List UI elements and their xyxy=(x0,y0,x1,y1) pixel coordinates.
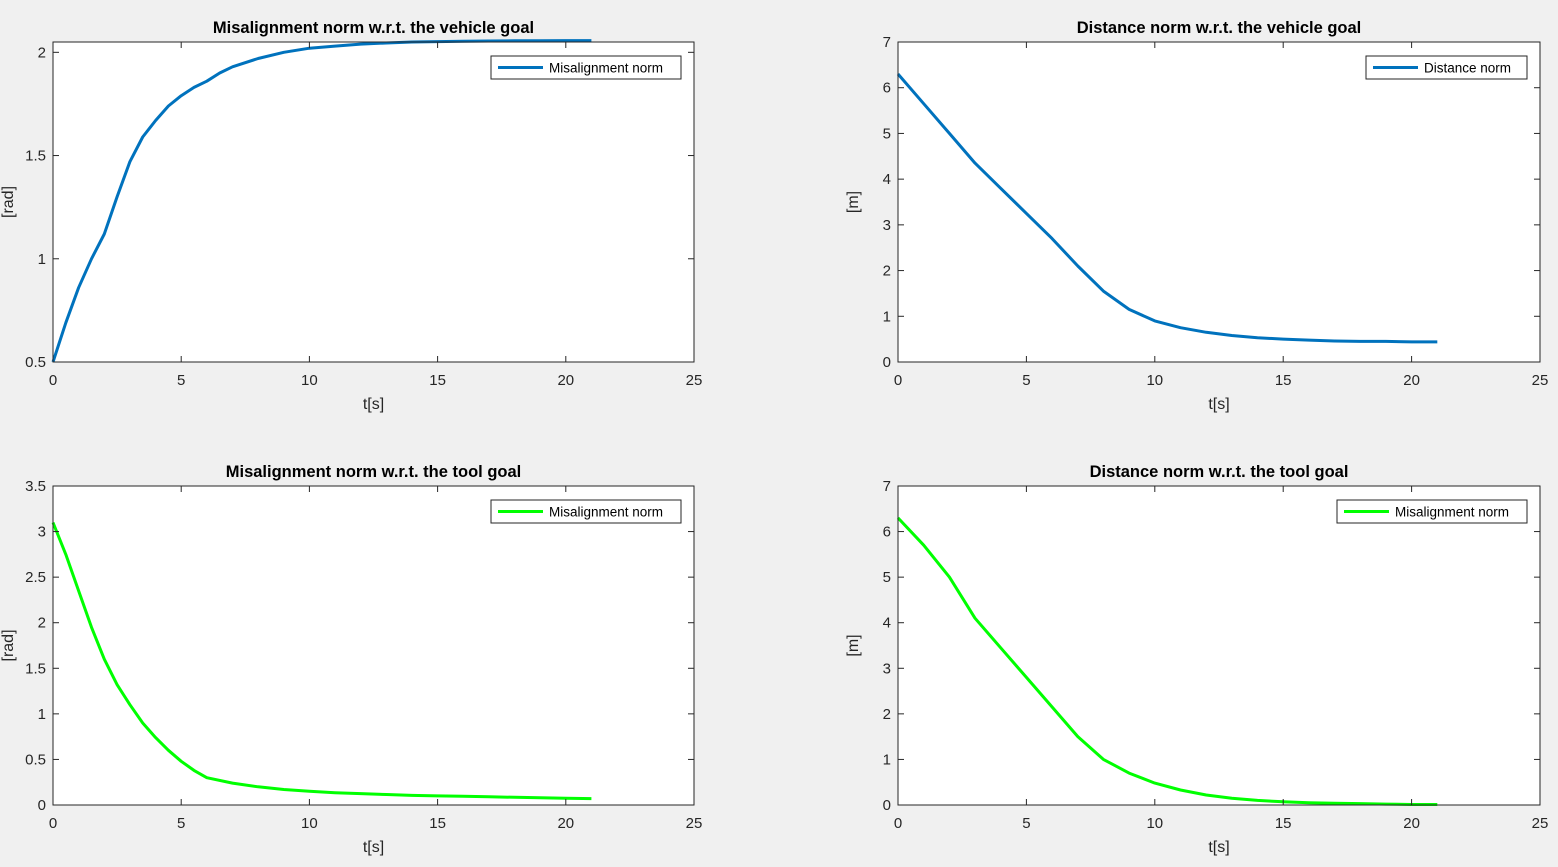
chart-title: Distance norm w.r.t. the vehicle goal xyxy=(1077,19,1362,37)
x-tick-label: 15 xyxy=(429,372,446,389)
x-tick-label: 25 xyxy=(686,815,703,832)
x-tick-label: 25 xyxy=(686,372,703,389)
plot-area xyxy=(53,486,694,805)
y-tick-label: 0 xyxy=(38,797,46,814)
y-tick-label: 5 xyxy=(883,125,891,142)
y-tick-label: 2 xyxy=(883,263,891,280)
x-tick-label: 0 xyxy=(49,815,57,832)
series-line-1 xyxy=(51,39,592,363)
y-tick-label: 1.5 xyxy=(25,660,46,677)
x-tick-label: 10 xyxy=(1146,815,1163,832)
y-tick-label: 1 xyxy=(883,308,891,325)
y-axis-label: [rad] xyxy=(0,629,17,661)
y-tick-label: 3 xyxy=(883,217,891,234)
y-tick-label: 3 xyxy=(883,660,891,677)
y-tick-label: 0 xyxy=(883,797,891,814)
y-axis-label: [m] xyxy=(845,634,862,656)
x-axis-label: t[s] xyxy=(1208,396,1229,413)
y-tick-label: 6 xyxy=(883,524,891,541)
y-tick-label: 2 xyxy=(38,615,46,632)
axes-box xyxy=(897,485,1541,806)
plot-area xyxy=(898,42,1540,362)
y-tick-label: 0 xyxy=(883,354,891,371)
y-tick-label: 1 xyxy=(883,751,891,768)
x-tick-label: 20 xyxy=(557,372,574,389)
y-tick-label: 2 xyxy=(883,706,891,723)
plot-area xyxy=(898,486,1540,805)
plot-area xyxy=(53,42,694,362)
series-line-1 xyxy=(896,73,1438,344)
y-tick-label: 0.5 xyxy=(25,751,46,768)
x-tick-label: 10 xyxy=(1146,372,1163,389)
x-axis-label: t[s] xyxy=(1208,839,1229,856)
x-tick-label: 5 xyxy=(177,372,185,389)
legend-label: Misalignment norm xyxy=(1395,505,1509,520)
axes-box xyxy=(52,485,695,806)
y-tick-label: 3 xyxy=(38,524,46,541)
legend-box xyxy=(490,499,682,524)
legend: Misalignment norm xyxy=(1336,499,1528,524)
x-tick-label: 25 xyxy=(1532,372,1549,389)
x-tick-label: 15 xyxy=(1275,372,1292,389)
y-tick-label: 7 xyxy=(883,478,891,495)
axes-box xyxy=(52,41,695,363)
legend-label: Misalignment norm xyxy=(549,61,663,76)
y-tick-label: 7 xyxy=(883,34,891,51)
legend: Misalignment norm xyxy=(490,55,682,80)
y-tick-label: 2.5 xyxy=(25,569,46,586)
subplot-1: 0 5 10 15 20 25 0.5 1 1.5 2 Misalignment norm w.r.… xyxy=(0,19,702,413)
y-tick-label: 0.5 xyxy=(25,354,46,371)
axes-box xyxy=(897,41,1541,363)
subplot-4: 0 5 10 15 20 25 0 1 2 3 4 5 6 7 Distance norm w.r.t. t… xyxy=(845,463,1548,856)
legend-label: Misalignment norm xyxy=(549,505,663,520)
x-tick-label: 20 xyxy=(1403,372,1420,389)
y-axis-label: [rad] xyxy=(0,186,17,218)
chart-title: Misalignment norm w.r.t. the vehicle goa… xyxy=(213,19,534,37)
x-tick-label: 0 xyxy=(894,372,902,389)
series-line-1 xyxy=(896,516,1438,806)
subplot-2: 0 5 10 15 20 25 0 1 2 3 4 5 6 7 Distance norm w.r.t. t… xyxy=(845,19,1548,413)
x-tick-label: 0 xyxy=(894,815,902,832)
x-tick-label: 5 xyxy=(177,815,185,832)
legend-box xyxy=(1365,55,1528,80)
chart-title: Distance norm w.r.t. the tool goal xyxy=(1090,463,1349,481)
y-tick-label: 5 xyxy=(883,569,891,586)
chart-title: Misalignment norm w.r.t. the tool goal xyxy=(226,463,522,481)
y-tick-label: 1 xyxy=(38,706,46,723)
legend: Misalignment norm xyxy=(490,499,682,524)
y-tick-label: 3.5 xyxy=(25,478,46,495)
subplot-3: 0 5 10 15 20 25 0 0.5 1 1.5 2 2.5 3 3.5 Misalignment n… xyxy=(0,463,702,856)
legend-label: Distance norm xyxy=(1424,61,1511,76)
y-tick-label: 6 xyxy=(883,80,891,97)
x-tick-label: 5 xyxy=(1022,372,1030,389)
legend: Distance norm xyxy=(1365,55,1528,80)
x-tick-label: 15 xyxy=(429,815,446,832)
x-tick-label: 20 xyxy=(557,815,574,832)
x-tick-label: 5 xyxy=(1022,815,1030,832)
x-tick-label: 20 xyxy=(1403,815,1420,832)
y-axis-label: [m] xyxy=(845,191,862,213)
x-tick-label: 10 xyxy=(301,815,318,832)
legend-box xyxy=(1336,499,1528,524)
y-tick-label: 2 xyxy=(38,44,46,61)
x-tick-label: 15 xyxy=(1275,815,1292,832)
x-tick-label: 10 xyxy=(301,372,318,389)
x-tick-label: 0 xyxy=(49,372,57,389)
x-tick-label: 25 xyxy=(1532,815,1549,832)
series-line-1 xyxy=(51,521,592,801)
x-axis-label: t[s] xyxy=(363,396,384,413)
y-tick-label: 4 xyxy=(883,615,891,632)
y-tick-label: 4 xyxy=(883,171,891,188)
y-tick-label: 1.5 xyxy=(25,148,46,165)
y-tick-label: 1 xyxy=(38,251,46,268)
legend-box xyxy=(490,55,682,80)
x-axis-label: t[s] xyxy=(363,839,384,856)
